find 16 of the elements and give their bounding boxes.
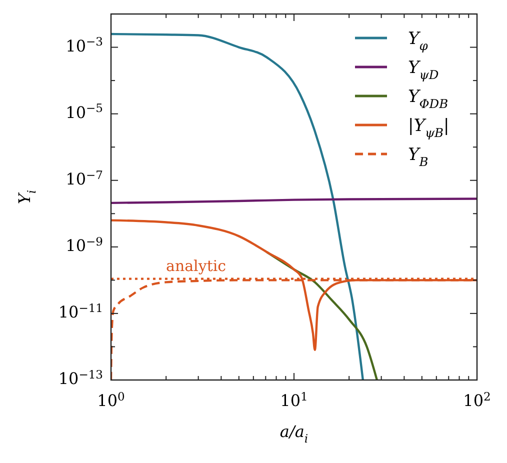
legend-label: Y$_{ΦDB}$	[408, 87, 448, 111]
ref-line-label: analytic	[166, 256, 226, 275]
x-axis-title: a/a$_{i}$	[280, 422, 308, 446]
legend-label: Y$_{B}$	[408, 145, 428, 169]
x-tick-label: 10$^{1}$	[280, 389, 308, 410]
x-tick-label: 10$^{2}$	[463, 389, 491, 410]
y-tick-label: 10$^{−11}$	[58, 300, 103, 322]
x-tick-label: 10$^{0}$	[97, 389, 125, 410]
y-tick-label: 10$^{−13}$	[58, 367, 103, 388]
legend-label: Y$_{ψD}$	[408, 58, 439, 82]
legend-label: |Y$_{ψB}$|	[408, 116, 450, 140]
y-tick-label: 10$^{−3}$	[66, 34, 103, 56]
y-tick-label: 10$^{−9}$	[66, 234, 103, 255]
y-tick-label: 10$^{−7}$	[66, 168, 103, 188]
y-tick-label: 10$^{−5}$	[66, 101, 103, 122]
legend-label: Y$_{φ}$	[408, 29, 428, 53]
